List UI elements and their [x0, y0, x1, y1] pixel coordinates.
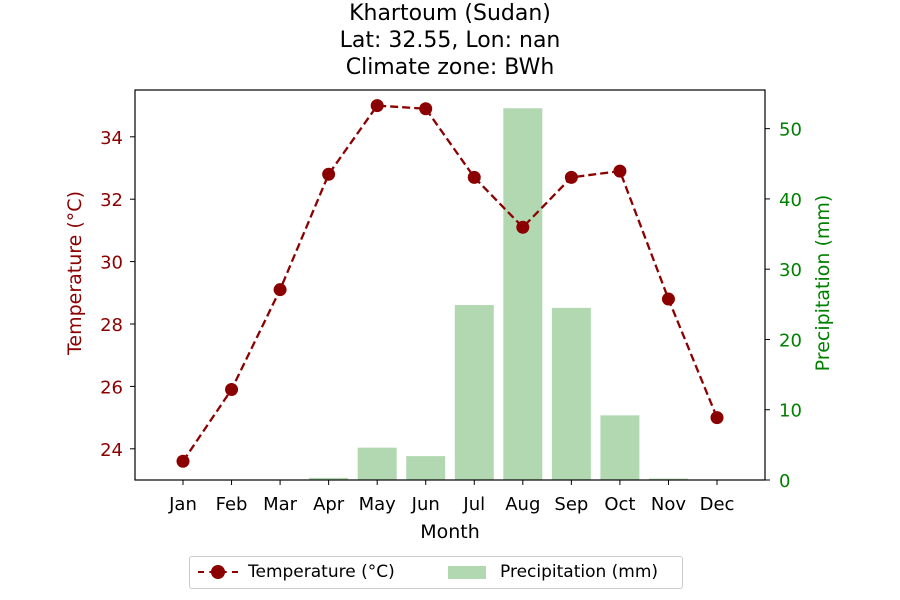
precip-bar-sep — [551, 307, 591, 480]
x-axis-label: Month — [420, 521, 480, 543]
x-tick-label: Apr — [313, 494, 345, 515]
legend-precipitation-label: Precipitation (mm) — [500, 562, 659, 582]
y-tick-label: 30 — [100, 253, 123, 274]
temperature-point-nov — [661, 292, 675, 306]
precip-bar-jul — [454, 305, 494, 480]
legend-item-temperature: Temperature (°C) — [198, 562, 395, 582]
temperature-point-sep — [564, 170, 578, 184]
temperature-point-jan — [176, 454, 190, 468]
temperature-point-oct — [613, 164, 627, 178]
y-tick-label: 26 — [100, 377, 123, 398]
y2-tick-label: 10 — [779, 401, 802, 422]
chart-title-line-3: Climate zone: BWh — [345, 55, 555, 80]
precip-bar-oct — [600, 415, 640, 480]
chart-title-line-1: Khartoum (Sudan) — [349, 1, 551, 26]
y2-tick-label: 20 — [779, 330, 802, 351]
y2-tick-label: 30 — [779, 260, 802, 281]
chart-legend: Temperature (°C) Precipitation (mm) — [189, 556, 683, 589]
plot-frame — [134, 89, 766, 481]
x-tick-label: Jan — [168, 494, 197, 515]
y-tick-label: 32 — [100, 190, 123, 211]
y-tick-label: 34 — [100, 128, 123, 149]
y2-tick-label: 50 — [779, 120, 802, 141]
x-tick-label: Jul — [462, 494, 485, 515]
precip-bar-jun — [406, 456, 446, 480]
x-tick-label: Nov — [651, 494, 686, 515]
x-tick-label: May — [359, 494, 397, 515]
y-axis-label: Temperature (°C) — [64, 191, 86, 356]
y-tick-label: 24 — [100, 440, 123, 461]
temperature-point-feb — [225, 383, 239, 397]
legend-precipitation-marker — [448, 565, 486, 579]
temperature-point-apr — [322, 167, 336, 181]
precip-bar-apr — [309, 477, 349, 480]
y2-axis-label: Precipitation (mm) — [812, 195, 834, 372]
x-tick-label: Jun — [411, 494, 440, 515]
x-tick-label: Sep — [554, 494, 588, 515]
temperature-point-jul — [467, 170, 481, 184]
temperature-point-mar — [273, 283, 287, 297]
x-tick-label: Dec — [700, 494, 735, 515]
y-tick-label: 28 — [100, 315, 123, 336]
precip-bar-aug — [503, 108, 543, 481]
temperature-point-jun — [419, 102, 433, 116]
chart-title-line-2: Lat: 32.55, Lon: nan — [339, 28, 561, 53]
x-tick-label: Feb — [216, 494, 248, 515]
legend-temperature-label: Temperature (°C) — [248, 562, 395, 582]
y2-tick-label: 40 — [779, 190, 802, 211]
temperature-point-dec — [710, 411, 724, 425]
x-tick-label: Aug — [505, 494, 540, 515]
legend-temperature-marker — [198, 562, 238, 582]
y2-tick-label: 0 — [779, 471, 790, 492]
x-tick-label: Mar — [263, 494, 298, 515]
temperature-point-aug — [516, 220, 530, 234]
precip-bar-nov — [648, 478, 688, 480]
precip-bar-may — [357, 447, 397, 480]
x-tick-label: Oct — [604, 494, 635, 515]
legend-item-precipitation: Precipitation (mm) — [448, 562, 658, 582]
temperature-line — [182, 104, 719, 462]
temperature-point-may — [370, 99, 384, 113]
